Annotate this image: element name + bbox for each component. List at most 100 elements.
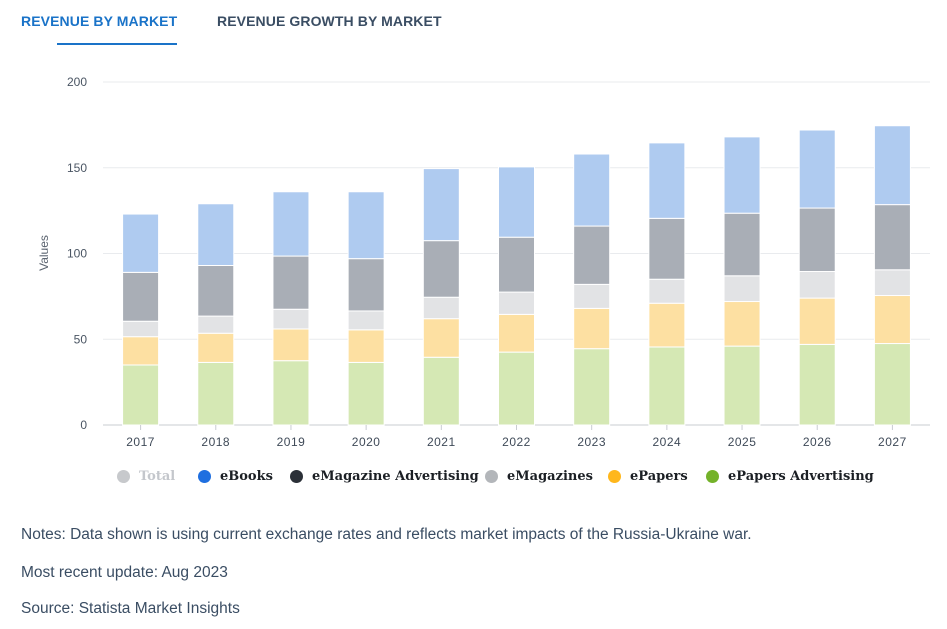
y-tick-label: 200 [67, 75, 87, 89]
legend-item-emagazines[interactable]: eMagazines [485, 469, 593, 484]
bar-segment-epapers-advertising-2017[interactable] [122, 364, 160, 426]
bar-segment-ebooks-2023[interactable] [573, 153, 611, 227]
bar-segment-emagazines-2025[interactable] [723, 275, 761, 303]
bar-segment-epapers-advertising-2024[interactable] [648, 346, 686, 426]
legend-item-epapers[interactable]: ePapers [608, 469, 688, 484]
x-tick-label: 2020 [352, 435, 381, 449]
x-tick-label: 2025 [728, 435, 757, 449]
bar-segment-emagazines-2019[interactable] [272, 308, 310, 330]
bar-segment-epapers-advertising-2018[interactable] [197, 361, 235, 426]
bar-segment-emagazine-advertising-2022[interactable] [498, 236, 535, 293]
legend-label-epapers: ePapers [630, 469, 688, 484]
bar-segment-epapers-2021[interactable] [422, 318, 460, 358]
bar-segment-ebooks-2026[interactable] [798, 129, 836, 209]
bar-segment-epapers-2026[interactable] [798, 297, 836, 345]
bar-segment-ebooks-2025[interactable] [723, 136, 761, 214]
bar-segment-emagazines-2023[interactable] [573, 283, 611, 309]
stacked-bar-chart: 0 50 100 150 200 2017 2018 2019 2020 2021 2022 2023… [37, 75, 930, 449]
bar-segment-emagazine-advertising-2021[interactable] [422, 240, 460, 298]
bar-segment-emagazines-2018[interactable] [197, 315, 235, 334]
bar-segment-epapers-2027[interactable] [873, 295, 911, 345]
legend-item-ebooks[interactable]: eBooks [198, 469, 273, 484]
bar-segment-emagazine-advertising-2026[interactable] [798, 207, 836, 273]
legend-item-total[interactable]: Total [117, 469, 175, 484]
bar-segment-emagazine-advertising-2020[interactable] [347, 258, 385, 312]
legend-label-emagazine-advertising: eMagazine Advertising [312, 469, 479, 484]
update-text: Most recent update: Aug 2023 [21, 564, 228, 581]
legend-dot-emagazine-advertising [290, 470, 303, 483]
bar-segment-ebooks-2022[interactable] [498, 166, 535, 238]
tab-revenue-by-market[interactable]: REVENUE BY MARKET [21, 13, 178, 29]
bar-segment-epapers-2022[interactable] [498, 313, 535, 353]
axes: 0 50 100 150 200 2017 2018 2019 2020 2021 2022 2023… [67, 75, 907, 449]
y-tick-label: 150 [67, 161, 87, 175]
bar-segment-epapers-2023[interactable] [573, 307, 611, 350]
x-tick-label: 2019 [277, 435, 306, 449]
bar-segment-epapers-advertising-2019[interactable] [272, 360, 310, 426]
bar-segment-epapers-advertising-2021[interactable] [422, 356, 460, 426]
legend-label-total: Total [139, 469, 176, 484]
bar-segment-epapers-2019[interactable] [272, 328, 310, 362]
legend-dot-epapers [608, 470, 621, 483]
legend-label-ebooks: eBooks [220, 469, 273, 484]
x-tick-label: 2026 [803, 435, 832, 449]
bar-segment-emagazine-advertising-2018[interactable] [197, 265, 235, 317]
bar-segment-emagazines-2026[interactable] [798, 271, 836, 299]
bar-segment-emagazine-advertising-2023[interactable] [573, 225, 611, 285]
active-tab-indicator [57, 43, 177, 45]
y-tick-label: 50 [74, 332, 88, 346]
bar-segment-emagazines-2027[interactable] [873, 269, 911, 297]
bar-segment-emagazine-advertising-2025[interactable] [723, 212, 761, 277]
bar-segment-ebooks-2027[interactable] [873, 125, 911, 206]
bar-segment-epapers-2018[interactable] [197, 332, 235, 363]
x-tick-label: 2017 [126, 435, 155, 449]
bar-segment-ebooks-2018[interactable] [197, 203, 235, 267]
bar-segment-emagazines-2022[interactable] [498, 291, 535, 315]
y-tick-label: 100 [67, 247, 87, 261]
source-text: Source: Statista Market Insights [21, 600, 240, 617]
notes-text: Notes: Data shown is using current excha… [21, 526, 752, 543]
legend-item-epapers-advertising[interactable]: ePapers Advertising [706, 469, 874, 484]
legend-label-emagazines: eMagazines [507, 469, 593, 484]
bar-segment-epapers-advertising-2023[interactable] [573, 348, 611, 426]
bar-segment-epapers-2024[interactable] [648, 302, 686, 348]
y-tick-label: 0 [80, 418, 87, 432]
tab-revenue-growth-by-market[interactable]: REVENUE GROWTH BY MARKET [217, 13, 442, 29]
bar-segment-emagazine-advertising-2027[interactable] [873, 204, 911, 271]
legend-dot-emagazines [485, 470, 498, 483]
legend-dot-epapers-advertising [706, 470, 719, 483]
bar-segment-epapers-advertising-2025[interactable] [723, 345, 761, 426]
bars [122, 125, 911, 426]
bar-segment-ebooks-2020[interactable] [347, 191, 385, 260]
bar-segment-epapers-2017[interactable] [122, 336, 160, 366]
legend-dot-total [117, 470, 130, 483]
legend-label-epapers-advertising: ePapers Advertising [728, 469, 874, 484]
bar-segment-ebooks-2017[interactable] [122, 213, 160, 273]
bar-segment-ebooks-2024[interactable] [648, 142, 686, 219]
bar-segment-epapers-2025[interactable] [723, 301, 761, 347]
x-tick-label: 2022 [502, 435, 531, 449]
bar-segment-epapers-advertising-2022[interactable] [498, 351, 535, 426]
x-tick-label: 2018 [201, 435, 230, 449]
x-tick-label: 2024 [653, 435, 682, 449]
bar-segment-emagazines-2024[interactable] [648, 278, 686, 304]
bar-segment-emagazines-2017[interactable] [122, 320, 160, 338]
bar-segment-epapers-2020[interactable] [347, 329, 385, 363]
bar-segment-emagazines-2021[interactable] [422, 296, 460, 320]
bar-segment-emagazine-advertising-2019[interactable] [272, 255, 310, 310]
bar-segment-emagazines-2020[interactable] [347, 310, 385, 331]
bar-segment-epapers-advertising-2027[interactable] [873, 343, 911, 426]
y-axis-label: Values [37, 235, 51, 271]
legend-item-emagazine-advertising[interactable]: eMagazine Advertising [290, 469, 479, 484]
bar-segment-emagazine-advertising-2017[interactable] [122, 271, 160, 322]
bar-segment-epapers-advertising-2020[interactable] [347, 361, 385, 426]
x-tick-label: 2027 [878, 435, 907, 449]
tab-bar: REVENUE BY MARKET REVENUE GROWTH BY MARK… [0, 0, 947, 46]
legend-dot-ebooks [198, 470, 211, 483]
bar-segment-epapers-advertising-2026[interactable] [798, 343, 836, 426]
bar-segment-ebooks-2021[interactable] [422, 168, 460, 242]
bar-segment-emagazine-advertising-2024[interactable] [648, 217, 686, 280]
x-tick-label: 2021 [427, 435, 456, 449]
bar-segment-ebooks-2019[interactable] [272, 191, 310, 257]
x-tick-label: 2023 [577, 435, 606, 449]
